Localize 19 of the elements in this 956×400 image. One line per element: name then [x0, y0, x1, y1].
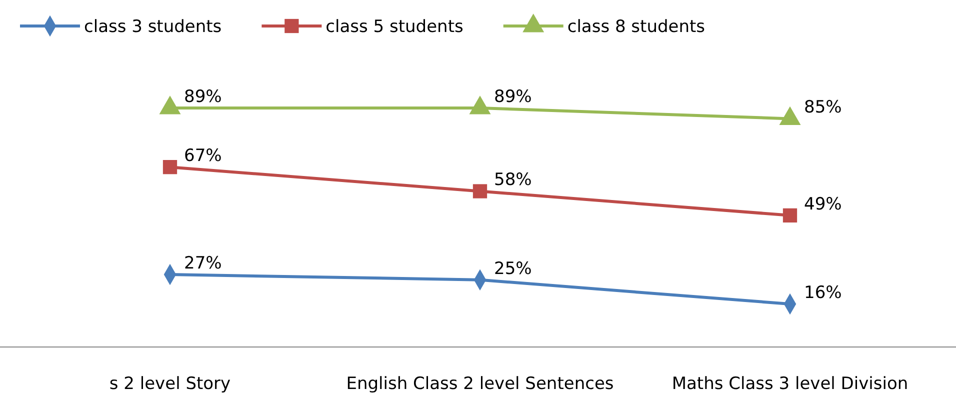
x-tick-label: English Class 2 level Sentences [346, 374, 614, 394]
x-tick-label: s 2 level Story [109, 374, 231, 394]
data-label: 67% [184, 146, 222, 166]
legend-label: class 8 students [567, 17, 706, 37]
data-label: 58% [494, 170, 532, 190]
x-tick-label: Maths Class 3 level Division [672, 374, 908, 394]
data-label: 49% [804, 194, 842, 214]
data-label: 25% [494, 258, 532, 279]
point [159, 96, 181, 114]
data-label: 89% [184, 87, 222, 107]
data-label: 85% [804, 98, 842, 118]
data-label: 16% [804, 283, 842, 304]
point [782, 208, 798, 222]
data-label: 27% [184, 253, 222, 274]
point [469, 96, 491, 114]
legend-label: class 5 students [326, 17, 464, 37]
legend-label: class 3 students [84, 17, 222, 37]
point [779, 106, 801, 125]
data-label: 89% [494, 87, 532, 107]
